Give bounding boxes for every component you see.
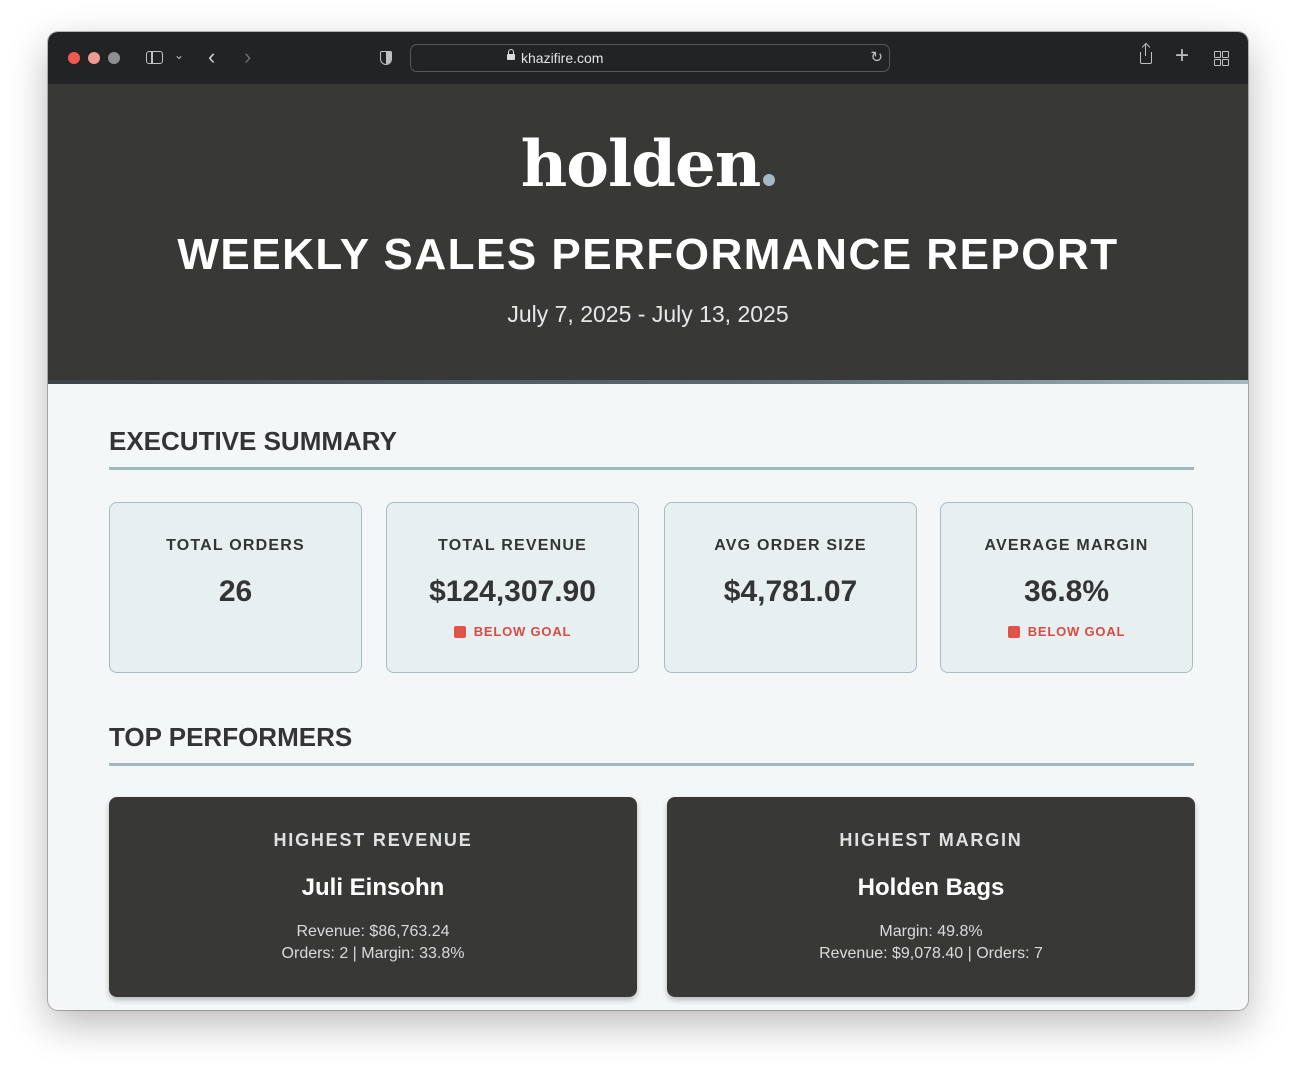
report-date-range: July 7, 2025 - July 13, 2025 [507,301,789,327]
url-text: khazifire.com [521,50,604,66]
performer-card-highest-revenue: HIGHEST REVENUE Juli Einsohn Revenue: $8… [109,797,637,997]
chevron-down-icon[interactable]: ⌄ [174,48,185,62]
new-tab-icon[interactable]: + [1175,42,1190,69]
browser-window: ⌄ ‹ › khazifire.com ↻ + holden WEEKLY SA… [48,32,1248,1010]
browser-toolbar: ⌄ ‹ › khazifire.com ↻ + [48,32,1248,84]
metric-label: TOTAL ORDERS [166,537,305,554]
metric-value: $124,307.90 [429,575,596,608]
close-window-button[interactable] [68,52,80,64]
executive-summary-heading: EXECUTIVE SUMMARY [109,426,1194,470]
metric-label: AVG ORDER SIZE [714,537,867,554]
header-divider [48,380,1248,384]
performer-name: Juli Einsohn [301,874,445,901]
metric-card-total-orders: TOTAL ORDERS 26 [109,502,362,673]
metric-label: AVERAGE MARGIN [984,537,1149,554]
metric-label: TOTAL REVENUE [438,537,587,554]
performer-category: HIGHEST REVENUE [273,830,473,850]
back-arrow-icon[interactable]: ‹ [208,44,216,69]
metric-card-total-revenue: TOTAL REVENUE $124,307.90 BELOW GOAL [386,502,639,673]
performer-category: HIGHEST MARGIN [839,830,1023,850]
top-performers-heading: TOP PERFORMERS [109,722,1194,766]
status-text: BELOW GOAL [473,624,572,639]
sidebar-toggle-icon[interactable] [146,51,163,64]
tab-overview-icon[interactable] [1214,51,1229,66]
forward-arrow-icon[interactable]: › [244,44,252,69]
metric-card-average-margin: AVERAGE MARGIN 36.8% BELOW GOAL [940,502,1193,673]
lock-icon [507,49,515,60]
below-goal-badge: BELOW GOAL [387,624,638,639]
logo-text: holden [520,127,762,202]
share-icon[interactable] [1140,44,1152,64]
status-square-icon [1007,626,1020,638]
minimize-window-button[interactable] [88,52,100,64]
brand-logo: holden [48,130,1248,200]
performer-card-highest-margin: HIGHEST MARGIN Holden Bags Margin: 49.8%… [667,797,1195,997]
zoom-window-button[interactable] [108,52,120,64]
status-square-icon [453,626,466,638]
report-title: WEEKLY SALES PERFORMANCE REPORT [177,230,1119,279]
performer-detail-primary: Revenue: $86,763.24 [296,923,450,940]
reload-icon[interactable]: ↻ [870,49,883,66]
performer-detail-secondary: Orders: 2 | Margin: 33.8% [281,945,465,962]
metric-card-avg-order-size: AVG ORDER SIZE $4,781.07 [664,502,917,673]
metric-value: $4,781.07 [723,575,858,608]
report-header: holden WEEKLY SALES PERFORMANCE REPORT J… [48,84,1248,380]
below-goal-badge: BELOW GOAL [941,624,1192,639]
privacy-shield-icon[interactable] [380,51,392,65]
performer-name: Holden Bags [857,874,1005,901]
metric-value: 36.8% [1023,575,1110,608]
metric-value: 26 [218,575,253,608]
status-text: BELOW GOAL [1027,624,1126,639]
logo-dot-icon [763,174,776,186]
address-bar[interactable]: khazifire.com ↻ [410,44,890,72]
performer-detail-primary: Margin: 49.8% [879,923,983,940]
performer-detail-secondary: Revenue: $9,078.40 | Orders: 7 [819,945,1043,962]
